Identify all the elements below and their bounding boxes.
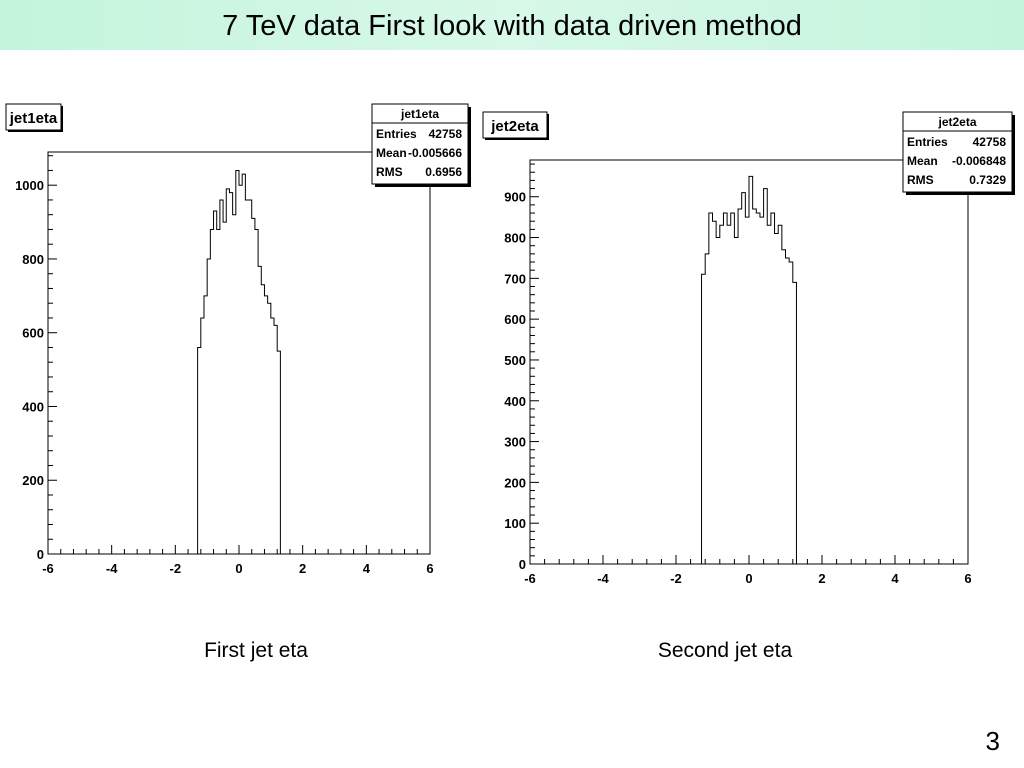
histogram-title: jet2eta [490, 118, 539, 135]
stats-value: 0.7329 [969, 173, 1006, 187]
histogram-bin [760, 217, 764, 564]
histogram-title: jet1eta [9, 110, 58, 127]
y-tick-label: 600 [504, 312, 526, 327]
histogram-series [701, 175, 797, 564]
histogram-bin [713, 221, 717, 564]
histogram-bin [709, 213, 713, 564]
stats-name: jet1eta [400, 107, 439, 121]
x-tick-label: -6 [524, 571, 536, 586]
y-tick-label: 200 [504, 475, 526, 490]
histogram-bin [742, 193, 746, 564]
x-tick-label: 4 [363, 561, 371, 576]
x-tick-label: -2 [170, 561, 182, 576]
stats-label: Entries [376, 127, 417, 141]
x-tick-label: 0 [745, 571, 752, 586]
histogram-bin [731, 213, 735, 564]
histogram-bin [734, 238, 738, 564]
histogram-bin [786, 258, 790, 564]
y-tick-label: 700 [504, 271, 526, 286]
y-tick-label: 900 [504, 190, 526, 205]
stats-name: jet2eta [937, 115, 976, 129]
histogram-bin [793, 282, 797, 564]
histogram-bin [767, 225, 771, 564]
histogram-bin [778, 225, 782, 564]
x-tick-label: 6 [964, 571, 971, 586]
y-tick-label: 600 [22, 326, 44, 341]
y-tick-label: 100 [504, 516, 526, 531]
histogram-bin [716, 238, 720, 564]
page-number: 3 [985, 726, 1000, 756]
x-tick-label: 4 [891, 571, 899, 586]
y-tick-label: 500 [504, 353, 526, 368]
stats-value: -0.005666 [408, 146, 462, 160]
x-tick-label: -2 [670, 571, 682, 586]
histogram-jet2eta: 0 100 200 300 400 500 600 700 800 900 -6 -4 -2 0 2 4 6 je… [482, 111, 1015, 586]
x-tick-label: 2 [299, 561, 306, 576]
histogram-bin [738, 209, 742, 564]
caption-first-jet-eta: First jet eta [204, 639, 308, 662]
y-tick-label: 800 [504, 231, 526, 246]
stats-box [902, 111, 1013, 193]
histogram-bin [753, 209, 757, 564]
stats-value: 42758 [429, 127, 463, 141]
histogram-bin [782, 250, 786, 564]
title-bar [0, 0, 1024, 50]
histogram-bin [789, 262, 793, 564]
histogram-bin [745, 217, 749, 564]
slide-title: 7 TeV data First look with data driven m… [222, 10, 802, 42]
y-tick-label: 400 [504, 394, 526, 409]
stats-label: Mean [376, 146, 407, 160]
y-tick-label: 0 [37, 547, 44, 562]
caption-second-jet-eta: Second jet eta [657, 639, 793, 662]
histogram-jet1eta: 0 200 400 600 800 1000 -6 -4 -2 0 2 4 6 jet1eta jet1et… [5, 103, 471, 576]
histogram-bin [705, 254, 709, 564]
stats-label: RMS [376, 165, 403, 179]
histogram-bin [756, 213, 760, 564]
stats-value: -0.006848 [952, 154, 1006, 168]
x-tick-label: 0 [235, 561, 242, 576]
stats-value: 0.6956 [425, 165, 462, 179]
stats-label: Entries [907, 135, 948, 149]
y-tick-label: 800 [22, 252, 44, 267]
stats-value: 42758 [973, 135, 1007, 149]
x-tick-label: -4 [106, 561, 118, 576]
y-tick-label: 200 [22, 473, 44, 488]
y-tick-label: 400 [22, 399, 44, 414]
y-tick-label: 1000 [15, 178, 44, 193]
stats-box [371, 103, 469, 185]
y-tick-label: 300 [504, 435, 526, 450]
x-tick-label: -4 [597, 571, 609, 586]
histogram-bin [720, 225, 724, 564]
histogram-series [197, 169, 281, 554]
histogram-bin [702, 274, 706, 564]
title-box [5, 103, 62, 131]
histogram-bin [775, 233, 779, 564]
stats-label: RMS [907, 173, 934, 187]
histogram-bin [771, 213, 775, 564]
histogram-bin [764, 189, 768, 564]
title-box [482, 111, 548, 139]
x-tick-label: 2 [818, 571, 825, 586]
y-tick-label: 0 [519, 557, 526, 572]
x-tick-label: 6 [426, 561, 433, 576]
histogram-bin [749, 176, 753, 564]
stats-label: Mean [907, 154, 938, 168]
x-tick-label: -6 [42, 561, 54, 576]
histogram-bin [727, 225, 731, 564]
plot-frame [529, 159, 969, 565]
histogram-bin [723, 213, 727, 564]
